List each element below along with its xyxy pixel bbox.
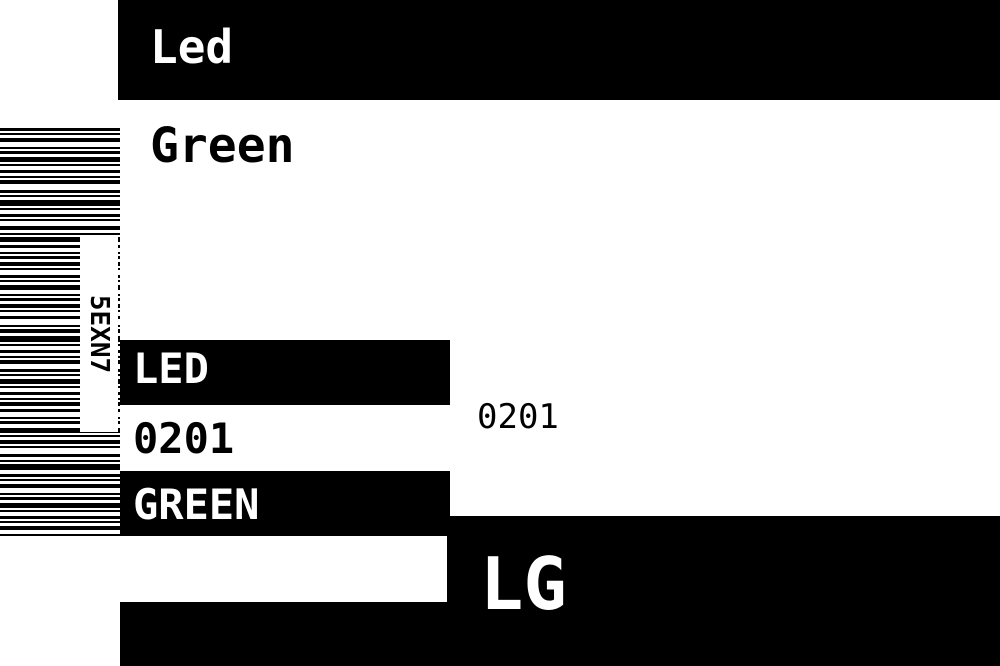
barcode-bar <box>0 170 120 173</box>
barcode-bar <box>0 262 120 266</box>
green-band <box>120 471 450 536</box>
barcode-bar <box>0 435 120 437</box>
barcode-bar <box>0 252 120 254</box>
barcode-bar <box>0 350 120 353</box>
barcode-bar <box>0 526 120 530</box>
barcode-bar <box>0 280 120 282</box>
barcode-bar <box>0 180 120 184</box>
barcode-bar <box>0 128 120 131</box>
barcode-bar <box>0 138 120 142</box>
barcode-bar <box>0 440 120 444</box>
barcode-bar <box>0 521 120 523</box>
barcode-bar <box>0 386 120 388</box>
barcode-bar <box>0 226 120 230</box>
barcode-bar <box>0 464 120 470</box>
barcode-bar <box>0 298 120 301</box>
barcode-bar <box>0 398 120 400</box>
barcode-bar <box>0 285 120 290</box>
barcode-bar <box>0 356 120 358</box>
barcode-bar <box>0 256 120 259</box>
barcode-bar <box>0 176 120 178</box>
barcode-bar <box>0 316 120 319</box>
barcode-bar <box>0 392 120 395</box>
barcode <box>0 128 120 536</box>
barcode-bar <box>0 474 120 477</box>
barcode-bar <box>0 497 120 500</box>
brand-band <box>447 516 1000 666</box>
barcode-bar <box>0 409 120 412</box>
barcode-bar <box>0 237 120 242</box>
barcode-bar <box>0 219 120 221</box>
part-number-secondary: 0201 <box>477 397 559 437</box>
barcode-bar <box>0 360 120 364</box>
barcode-bar <box>0 329 120 333</box>
barcode-bar <box>0 460 120 462</box>
barcode-bar <box>0 133 120 135</box>
barcode-bar <box>0 379 120 384</box>
barcode-bar <box>0 344 120 346</box>
led-label: LED <box>133 344 209 393</box>
barcode-bar <box>0 516 120 519</box>
barcode-bar <box>0 208 120 210</box>
part-number: 0201 <box>133 414 235 463</box>
barcode-bar <box>0 190 120 193</box>
led-band <box>120 340 450 405</box>
barcode-bar <box>0 503 120 508</box>
barcode-bar <box>0 147 120 149</box>
barcode-bar <box>0 454 120 457</box>
barcode-bar <box>0 275 120 278</box>
label-title: Led <box>150 20 234 74</box>
barcode-bar <box>0 484 120 488</box>
barcode-bar <box>0 402 120 406</box>
barcode-code: 5EXN7 <box>84 294 114 374</box>
label-subtitle: Green <box>150 118 295 174</box>
barcode-bar <box>0 310 120 312</box>
barcode-bar <box>0 294 120 296</box>
barcode-bar <box>0 233 120 235</box>
barcode-bar <box>0 374 120 376</box>
barcode-bar <box>0 151 120 154</box>
barcode-bar <box>0 336 120 342</box>
barcode-bar <box>0 164 120 166</box>
barcode-bar <box>0 304 120 308</box>
barcode-bar <box>0 268 120 270</box>
green-label: GREEN <box>133 480 260 529</box>
bottom-band <box>120 602 450 666</box>
barcode-code-box: 5EXN7 <box>80 236 118 432</box>
title-band <box>118 0 1000 100</box>
barcode-bar <box>0 245 120 248</box>
brand-code: LG <box>480 542 567 626</box>
barcode-bar <box>0 493 120 495</box>
barcode-bar <box>0 214 120 217</box>
barcode-bar <box>0 325 120 327</box>
barcode-bar <box>0 446 120 448</box>
barcode-bar <box>0 369 120 372</box>
barcode-bar <box>0 157 120 162</box>
barcode-bar <box>0 428 120 433</box>
barcode-bar <box>0 534 120 536</box>
barcode-bar <box>0 421 120 424</box>
barcode-bar <box>0 479 120 481</box>
barcode-bar <box>0 195 120 197</box>
barcode-bar <box>0 200 120 206</box>
barcode-bar <box>0 417 120 419</box>
barcode-bar <box>0 510 120 512</box>
